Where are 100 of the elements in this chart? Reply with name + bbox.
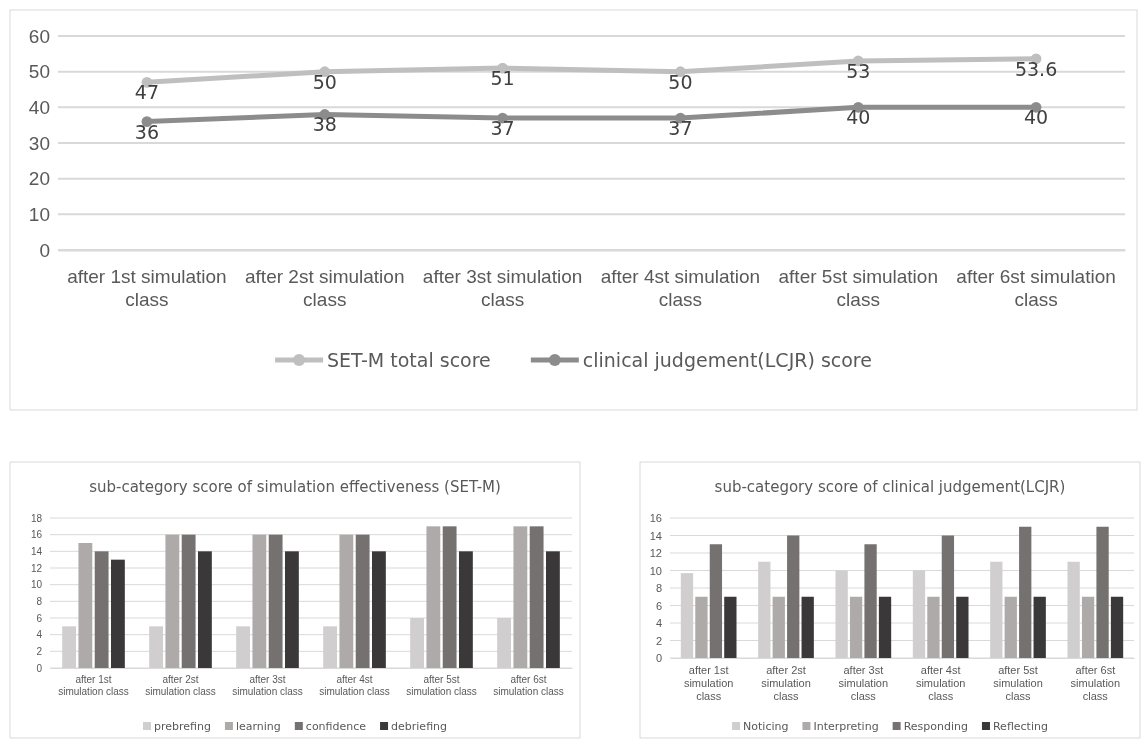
x-tick-label: after 5st simulation class <box>778 266 938 311</box>
bar <box>1110 596 1124 658</box>
x-tick-label: after 3st simulation class <box>422 266 583 311</box>
y-tick-label: 14 <box>30 546 43 558</box>
y-tick-label: 60 <box>28 25 50 47</box>
bar <box>458 551 473 668</box>
legend-label: clinical judgement(LCJR) score <box>582 349 872 371</box>
y-tick-label: 8 <box>36 596 43 608</box>
y-tick-label: 40 <box>28 96 50 118</box>
x-tick-label: after 2st simulation class <box>245 266 405 311</box>
bar <box>252 534 267 668</box>
bar <box>268 534 283 668</box>
data-label: 53 <box>846 59 871 82</box>
data-label: 36 <box>134 120 160 143</box>
y-tick-label: 2 <box>36 646 43 658</box>
legend-label: Interpreting <box>813 719 879 733</box>
chart-title: sub-category score of simulation effectiveness (SET-M) <box>89 478 501 496</box>
x-tick-label: after 6st simulation class <box>1070 663 1121 703</box>
y-tick-label: 2 <box>655 634 662 647</box>
bar <box>1096 526 1109 658</box>
legend-label: Noticing <box>743 719 789 733</box>
legend-label: Responding <box>903 719 968 733</box>
y-tick-label: 16 <box>649 512 662 525</box>
bar <box>442 526 457 668</box>
y-tick-label: 50 <box>28 61 50 83</box>
y-tick-label: 4 <box>655 617 662 630</box>
y-tick-label: 18 <box>30 512 43 524</box>
bar <box>787 535 800 658</box>
bar <box>878 596 892 658</box>
data-label: 47 <box>134 81 160 104</box>
y-tick-label: 12 <box>649 547 662 560</box>
bar <box>941 535 955 658</box>
y-tick-label: 12 <box>30 562 43 574</box>
data-label: 40 <box>1023 106 1049 129</box>
y-tick-label: 0 <box>39 239 50 261</box>
bar <box>772 596 785 658</box>
x-tick-label: after 4st simulation class <box>319 674 390 698</box>
data-label: 37 <box>668 117 693 140</box>
bar <box>956 596 969 658</box>
bar <box>1004 596 1017 658</box>
bar <box>181 534 196 668</box>
y-tick-label: 20 <box>28 168 50 190</box>
y-tick-label: 6 <box>36 612 43 624</box>
x-tick-label: after 2st simulation class <box>761 663 811 703</box>
x-tick-label: after 3st simulation class <box>232 674 303 698</box>
data-label: 51 <box>490 67 515 90</box>
bar <box>110 559 125 668</box>
bar <box>426 526 441 668</box>
x-tick-label: after 2st simulation class <box>145 674 216 698</box>
y-tick-label: 14 <box>649 529 662 542</box>
bar <box>801 596 814 658</box>
legend-label: learning <box>235 719 281 733</box>
chart-title: sub-category score of clinical judgement(LCJR) <box>714 478 1066 496</box>
legend-label: confidence <box>305 719 367 733</box>
y-tick-label: 30 <box>28 132 50 154</box>
bar <box>864 544 877 658</box>
bar <box>724 596 737 658</box>
y-tick-label: 0 <box>655 652 662 665</box>
bar <box>355 534 370 668</box>
bar <box>165 534 180 668</box>
bar <box>339 534 354 668</box>
bar <box>94 551 109 668</box>
data-label: 40 <box>846 106 871 129</box>
y-tick-label: 4 <box>36 629 43 641</box>
y-tick-label: 10 <box>28 203 50 225</box>
y-tick-label: 16 <box>30 529 43 541</box>
bar <box>1019 526 1032 658</box>
data-label: 50 <box>312 70 337 93</box>
x-tick-label: after 1st simulation class <box>67 266 227 311</box>
bar <box>927 596 940 658</box>
y-tick-label: 10 <box>30 579 43 591</box>
x-tick-label: after 1st simulation class <box>58 674 129 698</box>
bar <box>197 551 212 668</box>
bar <box>513 526 528 668</box>
x-tick-label: after 3st simulation class <box>838 663 889 703</box>
legend-label: debriefing <box>391 719 448 733</box>
x-tick-label: after 6st simulation class <box>956 266 1116 311</box>
legend-label: Reflecting <box>992 719 1048 733</box>
x-tick-label: after 4st simulation class <box>600 266 761 311</box>
legend-label: SET-M total score <box>327 349 491 371</box>
x-tick-label: after 6st simulation class <box>493 674 564 698</box>
bar <box>1033 596 1046 658</box>
bar <box>529 526 544 668</box>
y-tick-label: 8 <box>655 582 662 595</box>
bar <box>371 551 386 668</box>
bar <box>709 544 723 658</box>
data-label: 53.6 <box>1014 57 1058 80</box>
y-tick-label: 0 <box>36 662 43 674</box>
x-tick-label: after 1st simulation class <box>683 663 734 703</box>
y-tick-label: 6 <box>655 599 662 612</box>
x-tick-label: after 4st simulation class <box>915 663 966 703</box>
bar <box>849 596 863 658</box>
bar <box>1081 596 1095 658</box>
x-tick-label: after 5st simulation class <box>993 663 1043 703</box>
bar <box>545 551 560 668</box>
x-tick-label: after 5st simulation class <box>406 674 477 698</box>
bar <box>284 551 299 668</box>
legend-label: prebrefing <box>153 719 211 733</box>
data-label: 37 <box>490 117 515 140</box>
bar <box>78 543 93 668</box>
